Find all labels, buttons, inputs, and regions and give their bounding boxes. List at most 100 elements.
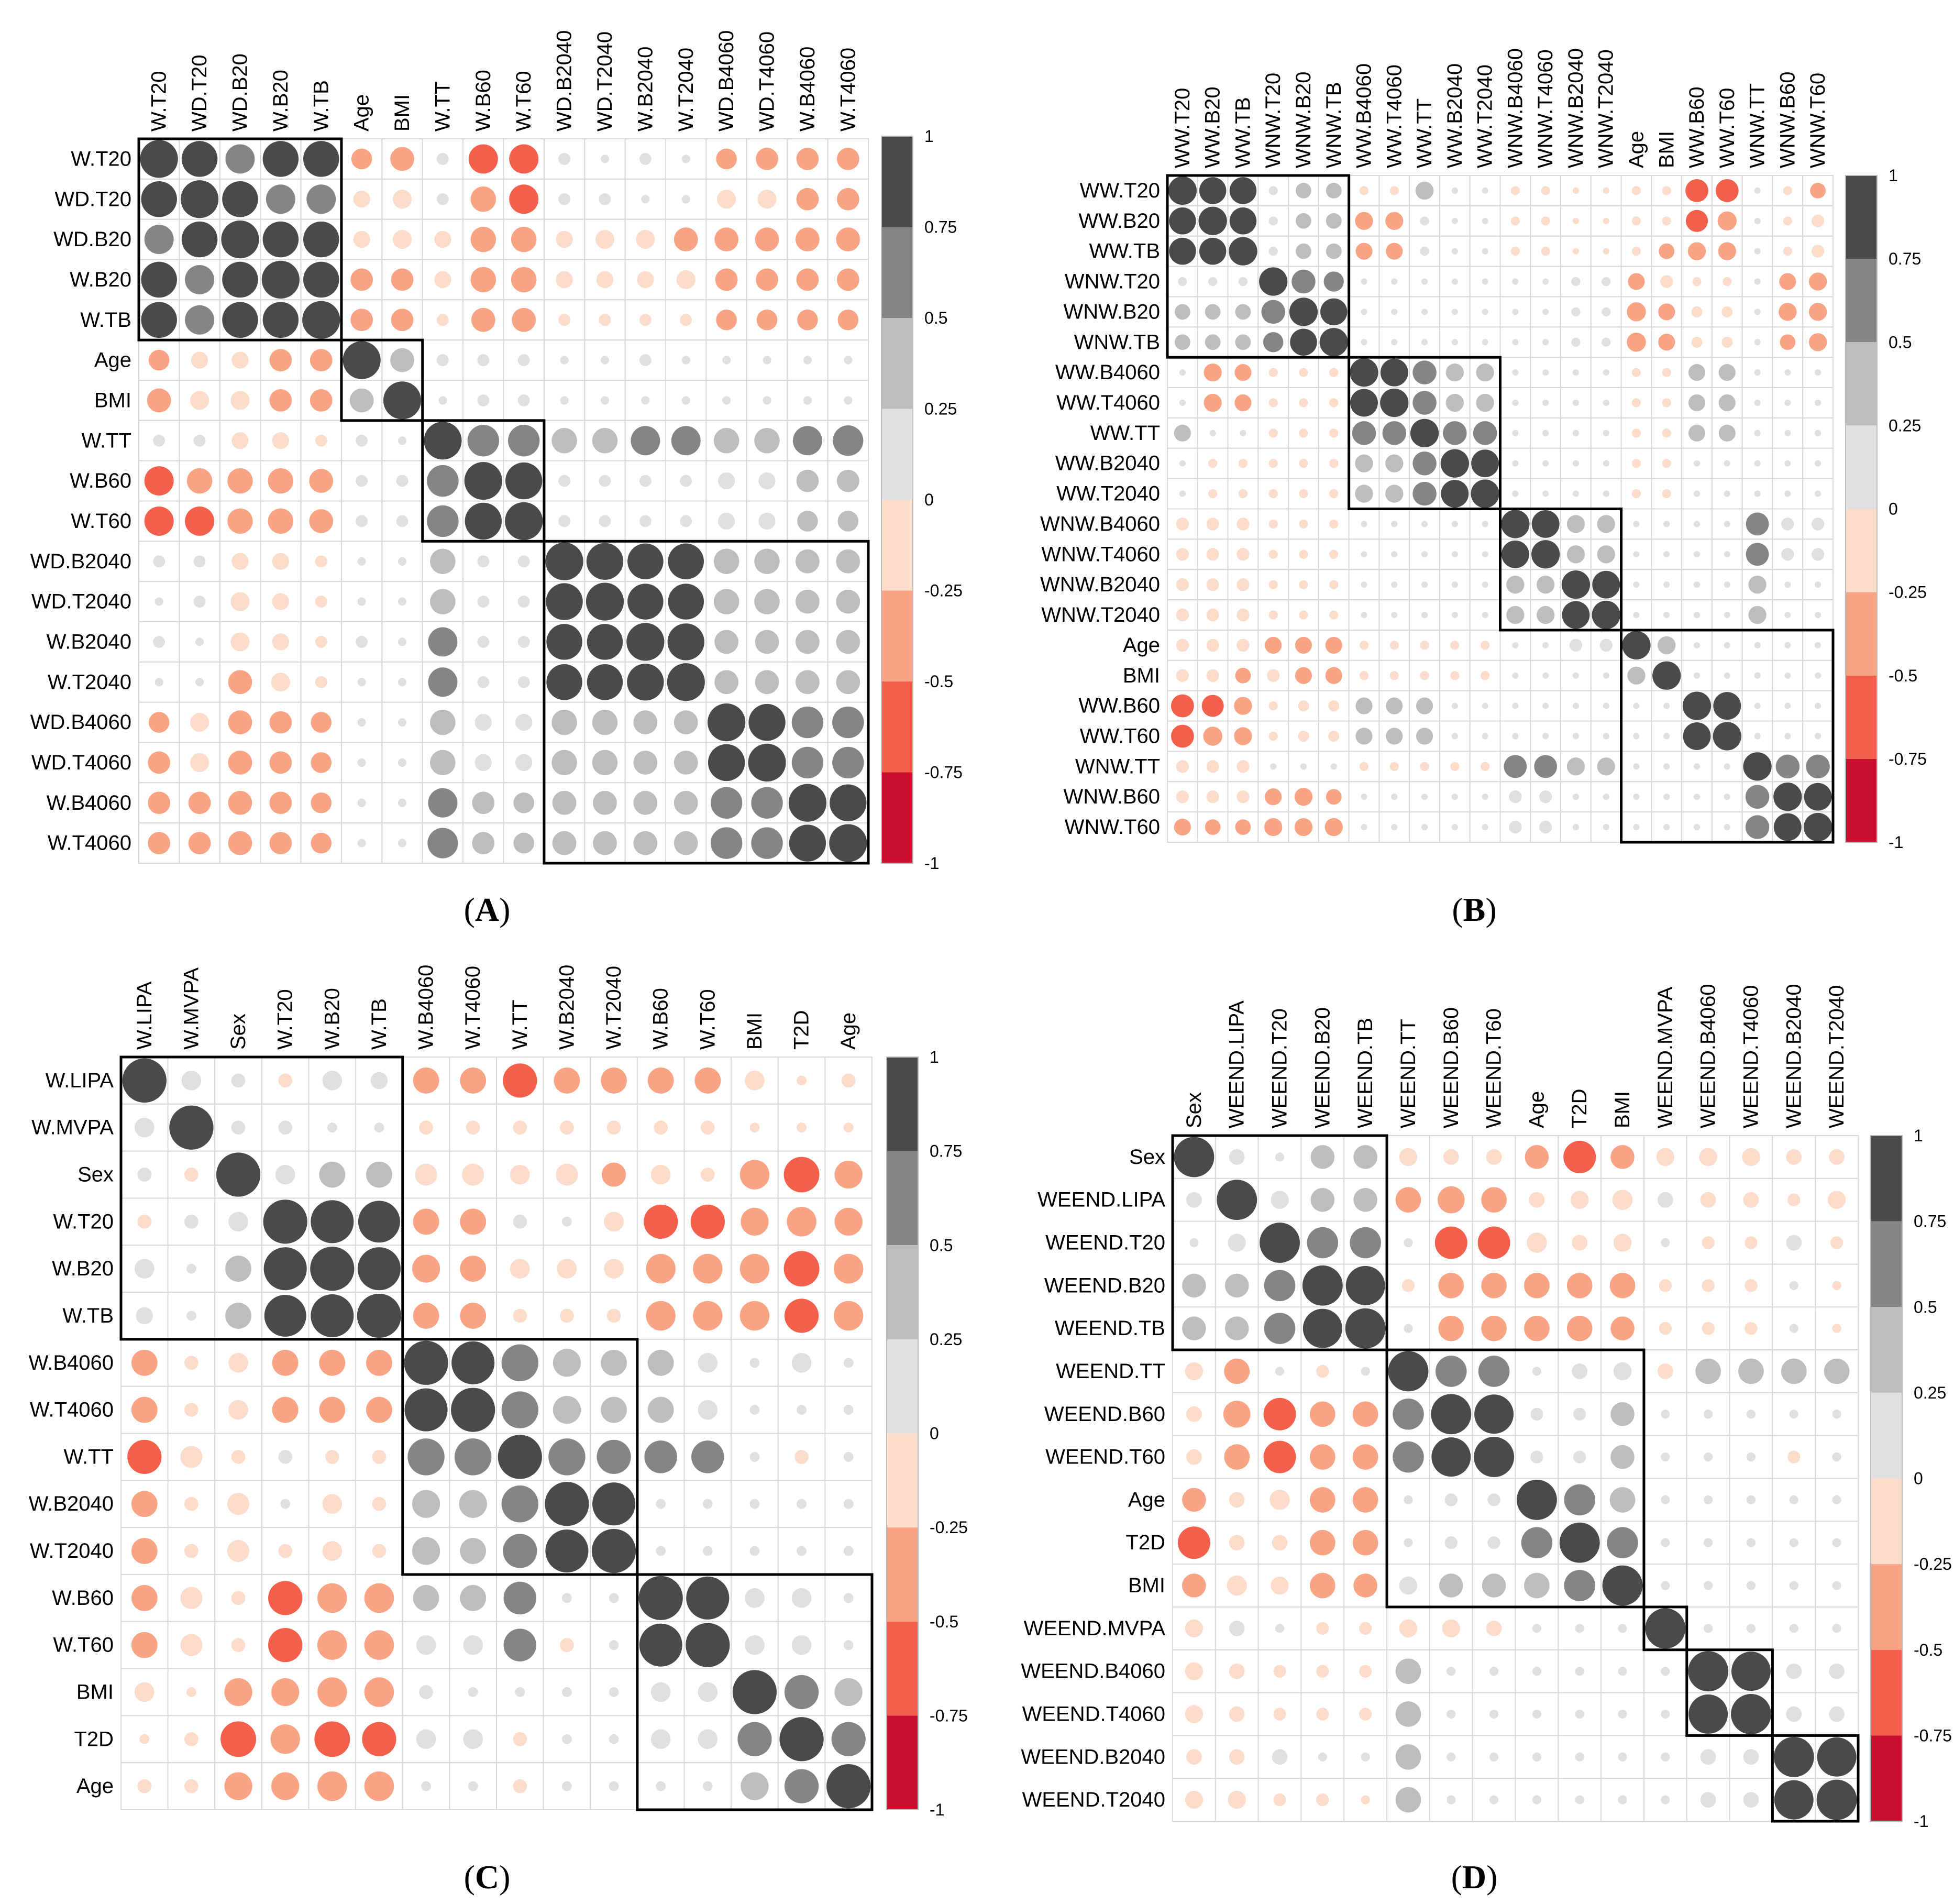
- colorbar-segment: [881, 681, 913, 773]
- correlation-circle: [1603, 823, 1609, 831]
- correlation-circle: [1713, 722, 1741, 751]
- row-label: W.TT: [81, 429, 131, 452]
- correlation-circle: [1198, 206, 1227, 235]
- correlation-circle: [474, 754, 492, 772]
- correlation-circle: [311, 712, 332, 733]
- correlation-circle: [1271, 1576, 1289, 1595]
- correlation-circle: [560, 1638, 574, 1652]
- correlation-circle: [741, 1772, 769, 1800]
- correlation-circle: [428, 788, 458, 818]
- correlation-circle: [1421, 611, 1428, 619]
- correlation-circle: [1482, 702, 1488, 709]
- row-label: WNW.B4060: [1040, 512, 1160, 535]
- correlation-circle: [1786, 1235, 1802, 1251]
- correlation-circle: [674, 227, 698, 251]
- correlation-circle: [1531, 510, 1560, 538]
- correlation-circle: [1399, 1576, 1418, 1595]
- correlation-circle: [517, 596, 530, 608]
- correlation-circle: [1481, 1315, 1507, 1341]
- correlation-circle: [1688, 1694, 1728, 1734]
- column-label: W.B20: [321, 988, 344, 1050]
- correlation-circle: [596, 271, 614, 289]
- correlation-circle: [647, 1349, 674, 1376]
- correlation-circle: [1602, 277, 1611, 287]
- correlation-circle: [1482, 611, 1488, 619]
- correlation-circle: [1240, 430, 1246, 436]
- correlation-circle: [1742, 1148, 1760, 1166]
- correlation-circle: [1506, 575, 1525, 594]
- correlation-circle: [758, 472, 776, 490]
- correlation-circle: [470, 186, 496, 212]
- correlation-circle: [647, 1396, 674, 1423]
- correlation-circle: [356, 635, 368, 648]
- correlation-circle: [756, 268, 778, 291]
- grid-cell: [1681, 599, 1713, 631]
- correlation-circle: [654, 1120, 668, 1135]
- correlation-circle: [1481, 641, 1490, 650]
- correlation-circle: [1745, 1279, 1758, 1292]
- correlation-circle: [269, 751, 292, 774]
- colorbar-tick-label: 0.25: [930, 1330, 962, 1349]
- correlation-circle: [1633, 702, 1640, 709]
- correlation-circle: [1622, 631, 1651, 660]
- colorbar-segment: [1846, 342, 1877, 426]
- correlation-circle: [1471, 479, 1499, 508]
- colorbar-segment: [1871, 1136, 1902, 1221]
- correlation-circle: [1566, 1315, 1593, 1341]
- column-label: W.T20: [274, 989, 297, 1050]
- correlation-circle: [1299, 459, 1308, 468]
- correlation-circle: [1661, 1667, 1670, 1676]
- correlation-circle: [1693, 551, 1701, 558]
- correlation-circle: [1299, 610, 1308, 620]
- correlation-circle: [1510, 216, 1520, 226]
- correlation-circle: [1182, 1273, 1206, 1298]
- correlation-circle: [1542, 642, 1549, 648]
- correlation-circle: [717, 512, 735, 530]
- correlation-circle: [702, 1499, 713, 1509]
- cluster-box: [1642, 1605, 1688, 1652]
- correlation-circle: [1420, 216, 1429, 226]
- correlation-circle: [1661, 1795, 1670, 1804]
- correlation-circle: [1573, 1407, 1586, 1421]
- colorbar-segment: [881, 318, 913, 409]
- correlation-circle: [1789, 1624, 1798, 1633]
- correlation-circle: [1663, 551, 1670, 558]
- correlation-circle: [1754, 490, 1761, 497]
- correlation-circle: [1824, 1358, 1850, 1384]
- correlation-circle: [1229, 177, 1257, 204]
- correlation-circle: [184, 1168, 198, 1182]
- correlation-circle: [503, 1534, 537, 1568]
- correlation-circle: [1451, 823, 1458, 831]
- colorbar-tick-label: -1: [930, 1800, 944, 1819]
- correlation-circle: [791, 1588, 812, 1608]
- correlation-circle: [1478, 1356, 1510, 1387]
- correlation-circle: [1602, 1565, 1643, 1606]
- row-label: WW.T4060: [1056, 391, 1160, 414]
- correlation-circle: [503, 1628, 537, 1661]
- correlation-circle: [1393, 1398, 1424, 1430]
- correlation-circle: [1566, 545, 1585, 564]
- correlation-circle: [1832, 1410, 1841, 1419]
- correlation-circle: [501, 1344, 539, 1382]
- correlation-circle: [310, 389, 333, 412]
- correlation-circle: [430, 589, 456, 614]
- correlation-circle: [1474, 1394, 1514, 1434]
- row-label: W.B60: [52, 1587, 114, 1610]
- correlation-circle: [1571, 337, 1581, 347]
- correlation-circle: [836, 549, 860, 574]
- correlation-circle: [1572, 460, 1580, 467]
- correlation-circle: [1451, 309, 1458, 315]
- column-label: W.T2040: [602, 966, 625, 1050]
- correlation-circle: [715, 268, 738, 291]
- colorbar-tick-label: 0.5: [1889, 333, 1912, 351]
- correlation-circle: [413, 1208, 439, 1235]
- row-label: WW.T20: [1080, 179, 1160, 202]
- colorbar-segment: [887, 1527, 918, 1622]
- correlation-circle: [303, 141, 339, 177]
- correlation-circle: [1451, 611, 1458, 619]
- correlation-circle: [1597, 545, 1615, 564]
- correlation-circle: [714, 227, 738, 251]
- correlation-circle: [1815, 733, 1821, 740]
- correlation-circle: [1693, 490, 1701, 497]
- correlation-circle: [366, 1396, 392, 1423]
